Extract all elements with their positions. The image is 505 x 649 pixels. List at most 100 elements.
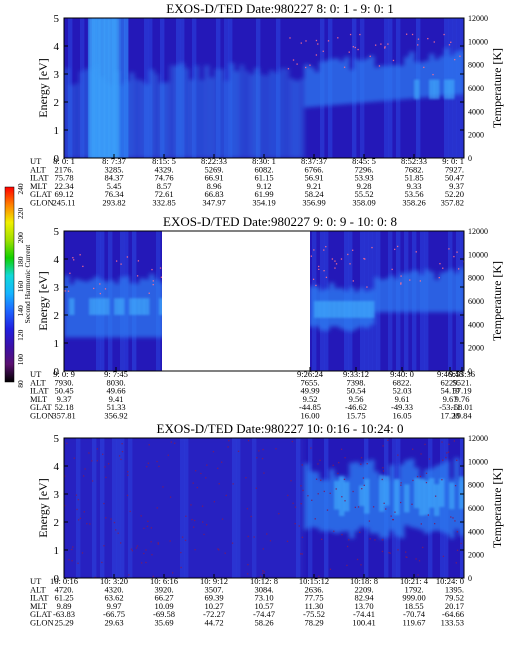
- noise-point: [67, 290, 70, 292]
- noise-point: [423, 66, 425, 69]
- noise-point: [329, 492, 331, 494]
- table-cell: 5269.: [204, 164, 223, 174]
- band-segment: [394, 278, 400, 313]
- band-core-segment: [349, 301, 355, 318]
- table-cell: 19.84: [452, 411, 472, 421]
- noise-point: [68, 559, 70, 561]
- noise-point: [118, 455, 121, 457]
- noise-point: [184, 539, 187, 542]
- noise-point: [335, 488, 337, 490]
- noise-point: [292, 59, 295, 61]
- band-segment: [379, 65, 385, 102]
- noise-point: [221, 518, 224, 520]
- table-cell: 6822.: [392, 377, 411, 387]
- table-cell: 10:24: 0: [436, 576, 464, 586]
- noise-point: [349, 33, 352, 36]
- table-cell: 356.92: [104, 411, 127, 421]
- band-segment: [209, 77, 215, 158]
- band-segment: [129, 438, 135, 578]
- noise-point: [400, 283, 402, 285]
- band-segment: [349, 462, 355, 539]
- band-core-segment: [434, 484, 440, 516]
- table-cell: 293.82: [102, 198, 125, 208]
- colorbar-tick-label: 120: [16, 329, 25, 341]
- noise-point: [205, 524, 208, 526]
- noise-point: [374, 44, 377, 46]
- noise-point: [201, 505, 204, 507]
- band-segment: [459, 267, 464, 313]
- noise-point: [99, 283, 101, 285]
- noise-point: [453, 255, 455, 258]
- noise-point: [455, 562, 457, 564]
- noise-point: [156, 507, 158, 509]
- noise-point: [317, 463, 319, 465]
- noise-point: [405, 33, 408, 35]
- noise-point: [78, 519, 80, 521]
- band-segment: [444, 271, 450, 313]
- table-cell: 77.75: [304, 593, 323, 603]
- noise-point: [127, 474, 129, 476]
- band-segment: [144, 438, 150, 578]
- band-core-segment: [394, 479, 400, 515]
- noise-point: [359, 531, 361, 534]
- noise-point: [411, 503, 413, 505]
- noise-point: [110, 518, 112, 520]
- noise-point: [305, 40, 307, 42]
- band-segment: [454, 51, 460, 95]
- band-segment: [339, 61, 345, 105]
- band-segment: [179, 438, 185, 578]
- y2-axis-label: Temperature [K]: [490, 468, 504, 548]
- band-segment: [224, 438, 230, 578]
- y-tick-label: 2: [54, 97, 60, 109]
- noise-point: [181, 536, 184, 538]
- y2-tick-label: 2000: [468, 551, 484, 560]
- table-cell: 55.52: [354, 189, 373, 199]
- noise-point: [66, 442, 68, 445]
- table-cell: -66.75: [103, 609, 125, 619]
- noise-point: [247, 573, 249, 575]
- band-segment: [124, 438, 130, 578]
- band-segment: [269, 70, 275, 158]
- noise-point: [360, 463, 362, 465]
- noise-point: [405, 551, 407, 553]
- y-tick-label: 4: [54, 41, 60, 53]
- noise-point: [203, 533, 205, 536]
- table-cell: 10: 3:20: [100, 576, 128, 586]
- band-segment: [359, 60, 365, 103]
- table-row-label: ILAT: [30, 593, 49, 603]
- noise-point: [262, 570, 264, 572]
- band-segment: [409, 270, 415, 313]
- band-segment: [384, 479, 390, 538]
- noise-point: [115, 529, 117, 531]
- y-tick-label: 2: [54, 310, 60, 322]
- noise-point: [289, 37, 291, 39]
- noise-point: [305, 66, 307, 69]
- noise-point: [415, 558, 417, 560]
- band-segment: [79, 280, 85, 338]
- noise-point: [136, 545, 139, 547]
- y2-tick-label: 12000: [468, 434, 488, 443]
- noise-point: [143, 527, 145, 530]
- band-segment: [119, 438, 125, 578]
- noise-point: [86, 522, 88, 525]
- band-core: [89, 18, 455, 158]
- noise-point: [294, 506, 297, 508]
- colorbar-tick-label: 100: [16, 354, 25, 366]
- noise-point: [317, 43, 319, 45]
- noise-point: [160, 276, 163, 278]
- noise-point: [412, 479, 414, 482]
- noise-point: [120, 458, 122, 461]
- noise-point: [231, 542, 234, 544]
- noise-point: [311, 499, 313, 501]
- noise-point: [390, 515, 392, 517]
- band-core-segment: [354, 301, 360, 318]
- noise-point: [409, 279, 411, 281]
- table-cell: 3920.: [154, 584, 173, 594]
- noise-point: [333, 530, 335, 532]
- table-cell: 9.37: [57, 394, 72, 404]
- noise-point: [405, 556, 407, 558]
- noise-point: [346, 564, 348, 567]
- noise-point: [253, 536, 255, 538]
- band-segment: [64, 438, 70, 578]
